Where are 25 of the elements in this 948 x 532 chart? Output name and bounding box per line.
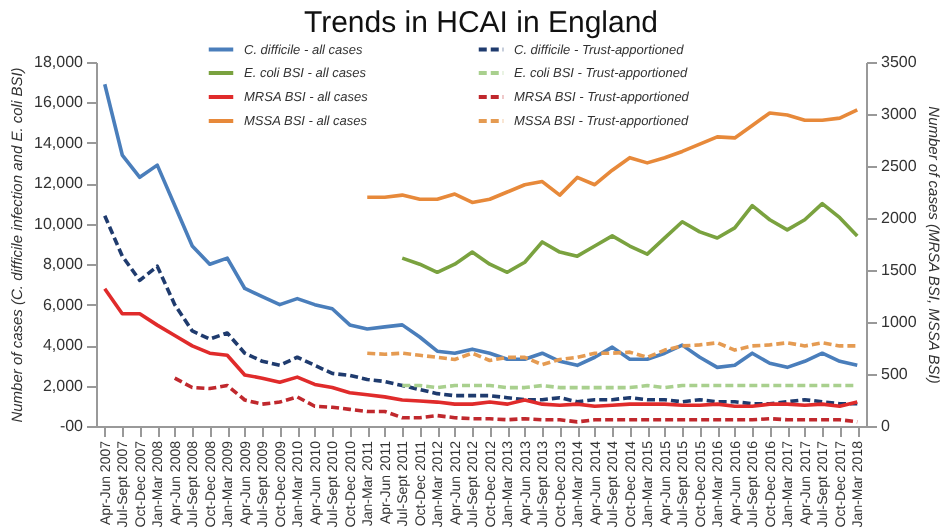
y2-tick-label: 3500 [881, 53, 918, 71]
y2-tick-label: 1500 [881, 261, 918, 279]
line-series [400, 201, 860, 275]
line-series [365, 341, 860, 367]
line-series [365, 108, 860, 205]
y2-tick-label: 2500 [881, 157, 918, 175]
line-series [102, 82, 860, 370]
y-tick-label: 2,000 [42, 376, 85, 395]
y-tick-label: -00 [59, 417, 85, 435]
y-tick-label: 18,000 [34, 53, 85, 71]
y-tick-label: 14,000 [34, 133, 85, 152]
line-series [102, 286, 860, 409]
y2-tick-label: 1000 [881, 313, 918, 331]
y-tick-label: 8,000 [42, 255, 85, 274]
line-series [102, 213, 860, 406]
y-tick-label: 10,000 [34, 214, 85, 233]
y2-tick-label: 500 [881, 365, 909, 383]
y-tick-label: 6,000 [42, 295, 85, 314]
y-tick-label: 16,000 [34, 93, 85, 112]
y2-tick-label: 3000 [881, 105, 918, 123]
chart-title: Trends in HCAI in England [303, 6, 659, 40]
y-tick-label: 4,000 [42, 336, 85, 355]
y-tick-label: 12,000 [34, 174, 85, 193]
y2-tick-label: 2000 [881, 209, 918, 227]
y2-tick-label: 0 [881, 417, 891, 435]
